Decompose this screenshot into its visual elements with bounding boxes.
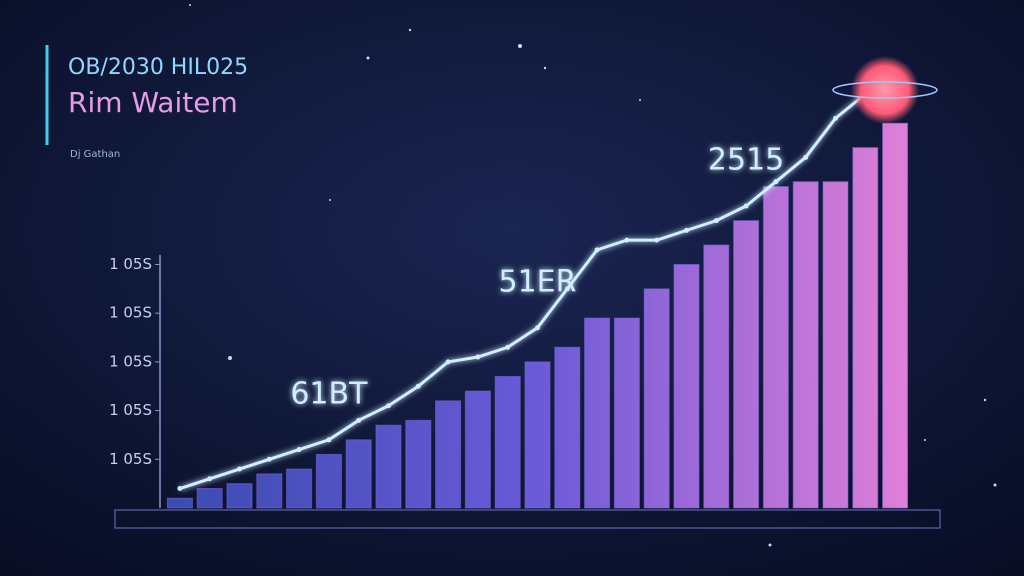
line-point: [237, 466, 242, 472]
bar: [345, 439, 372, 509]
line-point: [594, 247, 600, 253]
stars: [189, 4, 997, 547]
y-tick-label: 1 05S: [109, 352, 152, 370]
bar: [792, 181, 819, 509]
bar: [733, 220, 760, 509]
line-point: [684, 227, 689, 233]
title: OB/2030 HIL025: [68, 55, 248, 80]
line: [179, 92, 867, 490]
line-point: [207, 476, 213, 482]
bar: [226, 483, 253, 509]
bar: [315, 453, 342, 509]
line-point: [803, 154, 809, 160]
bar: [673, 263, 700, 509]
bar: [822, 181, 849, 509]
bar: [882, 122, 909, 509]
bar: [524, 361, 551, 509]
line-point: [773, 179, 779, 185]
y-tick-label: 1 05S: [109, 401, 152, 419]
bar: [703, 244, 730, 509]
y-tick-label: 1 05S: [109, 255, 152, 273]
bar: [256, 473, 283, 509]
line-point: [505, 344, 511, 350]
x-axis-band: [114, 509, 941, 529]
line-point: [654, 237, 660, 243]
bar: [435, 400, 462, 509]
bar: [166, 497, 193, 509]
line-point: [356, 417, 362, 423]
bar: [494, 375, 521, 509]
orb-ring: [832, 81, 938, 99]
bar: [762, 186, 789, 509]
line-point: [743, 203, 749, 209]
bar: [584, 317, 611, 509]
bar: [286, 468, 313, 509]
caption: Dj Gathan: [70, 149, 120, 160]
line-point: [445, 359, 451, 365]
bar: [375, 424, 402, 509]
line-point: [326, 437, 332, 443]
annotation: 61BT: [290, 376, 368, 411]
annotation: 51ER: [499, 264, 577, 299]
y-tick-label: 1 05S: [109, 450, 152, 468]
line-point: [475, 354, 481, 360]
bar: [643, 288, 670, 509]
bar: [554, 346, 581, 509]
orb: [851, 56, 919, 124]
bar: [852, 147, 879, 509]
line-point: [415, 383, 421, 389]
line-point: [564, 286, 570, 292]
line-point: [535, 325, 540, 331]
y-tick-label: 1 05S: [109, 304, 152, 322]
bar: [613, 317, 640, 509]
plot: 1 05S 1 05S 1 05S 1 05S 1 05S 61BT 51ER 2515: [109, 91, 909, 509]
line-point: [833, 115, 838, 121]
line-point: [713, 218, 719, 224]
bar: [464, 390, 491, 509]
line-point: [624, 237, 630, 243]
line-point: [177, 486, 183, 492]
bar: [405, 419, 432, 509]
bar: [196, 488, 223, 509]
subtitle: Rim Waitem: [68, 86, 238, 119]
line-point: [266, 456, 272, 462]
line-point: [386, 403, 391, 409]
line-point: [296, 447, 302, 453]
annotation: 2515: [708, 143, 784, 178]
